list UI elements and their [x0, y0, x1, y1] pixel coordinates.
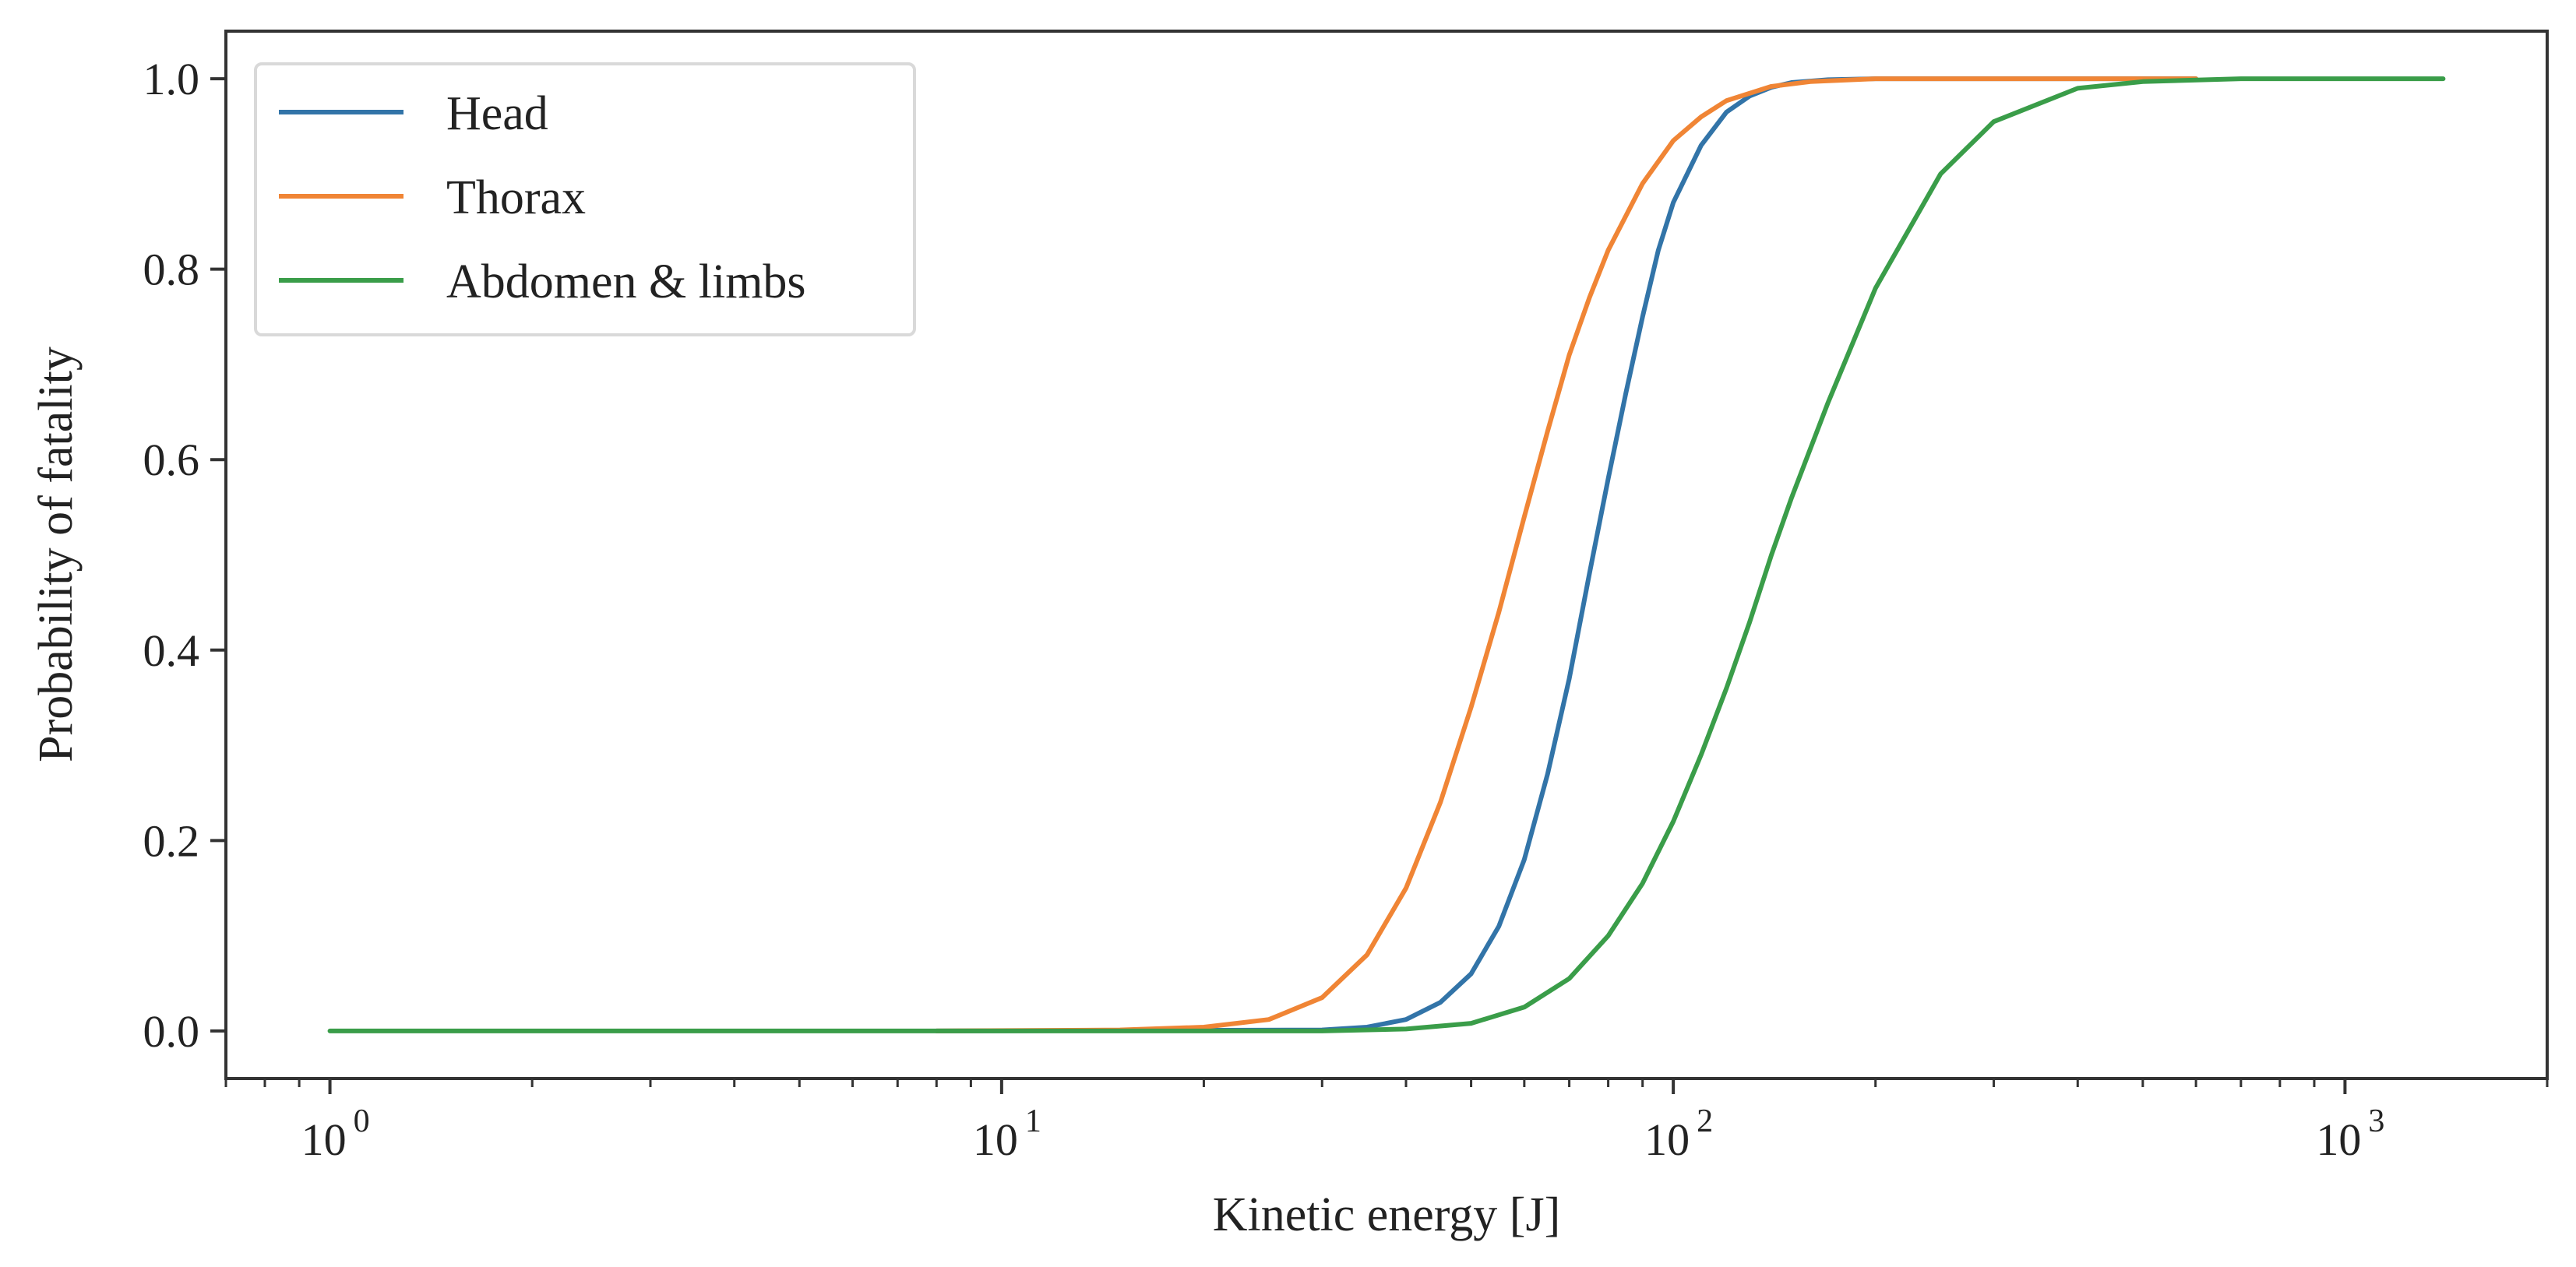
x-tick-label-base: 10 [301, 1114, 347, 1165]
x-tick-label: 10 3 [2316, 1103, 2384, 1165]
x-tick-label-exponent: 3 [2368, 1103, 2384, 1139]
x-tick-label-exponent: 1 [1025, 1103, 1041, 1139]
series-line-thorax [934, 76, 2199, 1033]
y-tick-label: 0.8 [143, 245, 200, 295]
x-tick-label: 10 1 [973, 1103, 1041, 1165]
axis-layer: 0.00.20.40.60.81.010 0 10 1 10 2 10 3 [143, 54, 2549, 1165]
y-tick-label: 0.0 [143, 1006, 200, 1057]
plot-frame [224, 30, 2549, 1080]
y-axis-title: Probability of fatality [30, 347, 83, 762]
x-tick-label: 10 0 [301, 1103, 370, 1165]
x-axis-title: Kinetic energy [J] [1213, 1188, 1560, 1241]
x-tick-label-base: 10 [973, 1114, 1018, 1165]
x-tick-label-exponent: 2 [1697, 1103, 1713, 1139]
series-line-abdomen-limbs [327, 76, 2446, 1033]
legend-label-thorax: Thorax [446, 171, 586, 224]
x-tick-label-base: 10 [1644, 1114, 1690, 1165]
x-tick-label-exponent: 0 [354, 1103, 370, 1139]
y-tick-label: 0.6 [143, 435, 200, 485]
series-line-head [934, 76, 2199, 1033]
legend-label-abdomen-limbs: Abdomen & limbs [446, 255, 806, 308]
y-tick-label: 0.2 [143, 815, 200, 866]
y-tick-label: 0.4 [143, 625, 200, 676]
legend-frame [254, 62, 916, 336]
y-tick-label: 1.0 [143, 54, 200, 104]
x-tick-label-base: 10 [2316, 1114, 2361, 1165]
series-layer [327, 76, 2446, 1033]
legend: Head Thorax Abdomen & limbs [254, 62, 916, 336]
legend-label-head: Head [446, 87, 548, 140]
plot-area [224, 30, 2549, 1080]
x-tick-label: 10 2 [1644, 1103, 1713, 1165]
